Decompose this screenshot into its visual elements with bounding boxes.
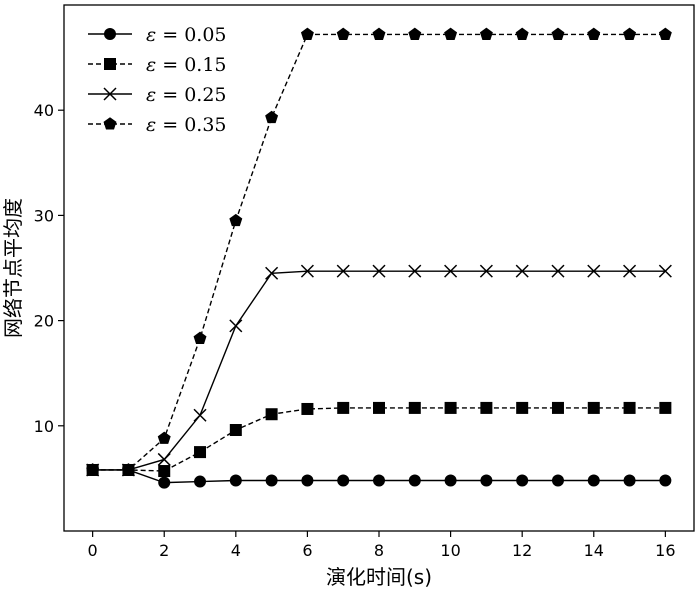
legend-marker — [104, 28, 116, 40]
series-2-point — [587, 401, 600, 414]
series-4-point — [300, 27, 314, 40]
series-1-point — [194, 475, 207, 488]
series-2-point — [265, 408, 278, 421]
series-4-point — [658, 27, 672, 40]
series-3-point — [551, 264, 565, 278]
series-1-point — [301, 474, 314, 487]
series-4-point — [193, 331, 207, 344]
series-2-point — [158, 465, 171, 478]
legend-label: ε = 0.35 — [146, 114, 227, 136]
series-4-point — [121, 463, 135, 476]
x-tick-label: 8 — [374, 541, 384, 560]
legend-item-4: ε = 0.35 — [88, 114, 227, 136]
y-tick-label: 20 — [34, 312, 54, 331]
series-1-point — [158, 476, 171, 489]
series-2-point — [551, 401, 564, 414]
series-2-point — [516, 401, 529, 414]
series-1-point — [480, 474, 493, 487]
series-4-point — [587, 27, 601, 40]
series-4-point — [336, 27, 350, 40]
series-1-point — [659, 474, 672, 487]
legend-label: ε = 0.05 — [146, 24, 227, 46]
series-2-point — [373, 401, 385, 414]
series-2-point — [659, 401, 672, 414]
series-4-point — [551, 27, 565, 40]
series-3-point — [336, 264, 350, 278]
x-tick-label: 0 — [88, 541, 98, 560]
x-axis-title: 演化时间(s) — [326, 565, 432, 589]
series-2-point — [480, 401, 493, 414]
x-tick-label: 12 — [512, 541, 532, 560]
series-1-point — [444, 474, 457, 487]
series-3-point — [658, 264, 672, 278]
series-3-point — [515, 264, 529, 278]
legend-label: ε = 0.15 — [146, 54, 227, 76]
series-3-point — [229, 319, 243, 333]
series-4-point — [265, 110, 279, 124]
y-tick-label: 30 — [34, 206, 54, 225]
series-2-point — [301, 402, 314, 415]
series-2-point — [229, 424, 242, 437]
plot-area-frame — [63, 4, 695, 532]
series-3-point — [372, 264, 386, 278]
legend-marker — [103, 117, 117, 130]
x-tick-label: 2 — [159, 541, 169, 560]
series-4 — [86, 27, 672, 476]
legend-item-1: ε = 0.05 — [88, 24, 227, 46]
series-1-point — [551, 474, 564, 487]
legend-marker — [104, 58, 116, 70]
series-4-point — [479, 27, 493, 40]
series-2-point — [337, 401, 350, 414]
x-tick-label: 16 — [655, 541, 675, 560]
series-2-point — [623, 401, 636, 414]
series-4-point — [408, 27, 422, 40]
series-1-point — [408, 474, 421, 487]
x-tick-label: 14 — [584, 541, 604, 560]
series-3-point — [623, 264, 637, 278]
series-2-point — [408, 401, 421, 414]
legend-label: ε = 0.25 — [146, 84, 227, 106]
series-1-point — [373, 474, 385, 487]
series-4-point — [86, 463, 100, 476]
series-3-point — [300, 264, 314, 278]
series-1-point — [337, 474, 350, 487]
series-4-point — [229, 213, 243, 227]
series-1-point — [587, 474, 600, 487]
series-2-point — [194, 446, 207, 459]
legend-item-3: ε = 0.25 — [88, 84, 227, 106]
x-tick-label: 10 — [440, 541, 460, 560]
x-tick-label: 6 — [302, 541, 312, 560]
series-1-point — [623, 474, 636, 487]
series-2-line — [92, 407, 666, 472]
y-tick-label: 40 — [34, 101, 54, 120]
series-4-point — [623, 27, 637, 40]
series-3-point — [408, 264, 422, 278]
series-4-point — [372, 27, 386, 40]
series-4-point — [515, 27, 529, 40]
legend-marker — [103, 87, 117, 101]
series-1-point — [229, 474, 242, 487]
series-3-point — [479, 264, 493, 278]
series-1-point — [265, 474, 278, 487]
series-3-point — [193, 408, 207, 422]
series-2-point — [444, 401, 457, 414]
legend-item-2: ε = 0.15 — [88, 54, 227, 76]
legend: ε = 0.05 ε = 0.15 ε = 0.25 ε = 0.35 — [88, 24, 227, 136]
series-1-point — [516, 474, 529, 487]
y-tick-label: 10 — [34, 417, 54, 436]
series-3-point — [265, 266, 279, 280]
series-4-point — [157, 431, 171, 444]
y-axis-title: 网络节点平均度 — [1, 198, 25, 338]
series-4-point — [444, 27, 458, 40]
series-3-point — [587, 264, 601, 278]
x-tick-label: 4 — [231, 541, 241, 560]
series-3-point — [444, 264, 458, 278]
series-3-point — [157, 452, 171, 466]
